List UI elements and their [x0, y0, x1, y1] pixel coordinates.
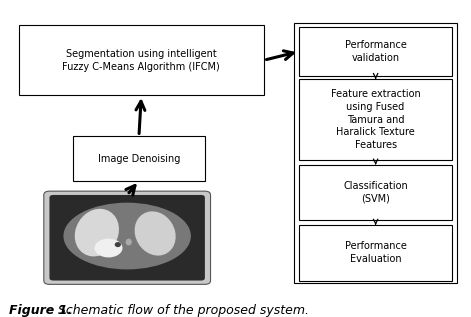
Ellipse shape [115, 242, 121, 247]
Text: Performance
validation: Performance validation [345, 40, 406, 63]
Ellipse shape [75, 209, 119, 256]
FancyBboxPatch shape [294, 23, 457, 283]
Ellipse shape [135, 211, 176, 256]
FancyBboxPatch shape [44, 191, 211, 284]
Text: Performance
Evaluation: Performance Evaluation [345, 242, 406, 264]
FancyBboxPatch shape [299, 225, 452, 281]
Text: Figure 1.: Figure 1. [9, 304, 73, 317]
Text: Image Denoising: Image Denoising [98, 153, 180, 164]
Ellipse shape [95, 239, 122, 257]
Text: Segmentation using intelligent
Fuzzy C-Means Algorithm (IFCM): Segmentation using intelligent Fuzzy C-M… [63, 49, 220, 72]
Text: Schematic flow of the proposed system.: Schematic flow of the proposed system. [54, 304, 309, 317]
FancyBboxPatch shape [73, 136, 205, 181]
Ellipse shape [126, 239, 132, 245]
Text: Feature extraction
using Fused
Tamura and
Haralick Texture
Features: Feature extraction using Fused Tamura an… [331, 89, 421, 150]
Ellipse shape [64, 203, 191, 269]
FancyBboxPatch shape [49, 195, 205, 281]
Text: Classification
(SVM): Classification (SVM) [343, 181, 408, 204]
FancyBboxPatch shape [299, 79, 452, 160]
FancyBboxPatch shape [19, 25, 264, 95]
FancyBboxPatch shape [299, 165, 452, 220]
FancyBboxPatch shape [299, 27, 452, 76]
